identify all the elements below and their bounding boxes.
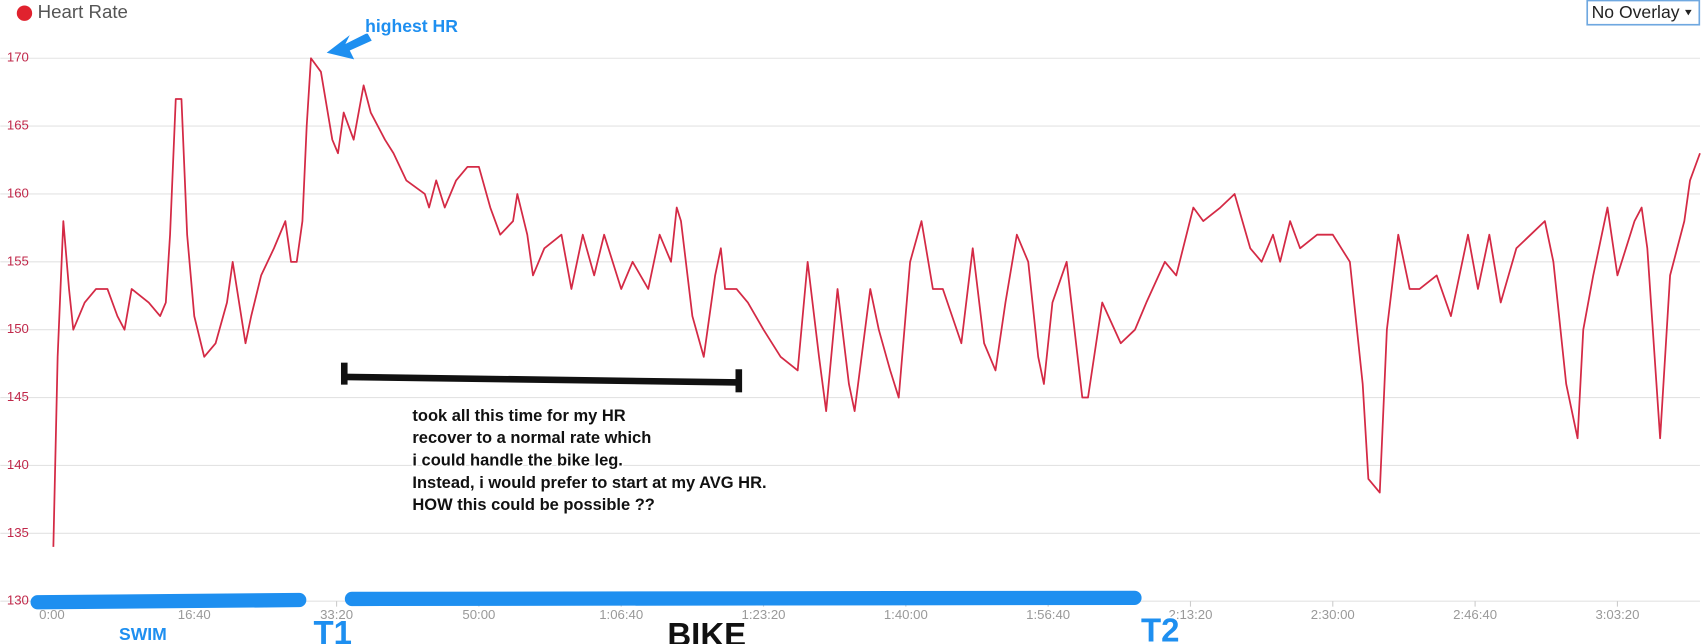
x-tick-label: 1:40:00 — [884, 607, 928, 622]
note-line: recover to a normal rate which — [412, 429, 651, 447]
arrow — [326, 32, 372, 60]
x-tick-label: 2:46:40 — [1453, 607, 1497, 622]
y-tick-label: 145 — [7, 389, 29, 404]
y-tick-label: 170 — [7, 50, 29, 65]
x-tick-label: 50:00 — [462, 607, 495, 622]
y-tick-label: 165 — [7, 118, 29, 133]
overlay-button[interactable] — [1586, 0, 1701, 26]
x-tick-label: 2:13:20 — [1169, 607, 1213, 622]
annotation: T1 — [314, 614, 352, 644]
x-tick-label: 0:00 — [39, 607, 65, 622]
y-tick-label: 160 — [7, 185, 29, 200]
segment-bar — [30, 592, 307, 610]
plot — [52, 57, 1701, 547]
y-tick-label: 140 — [7, 457, 29, 472]
segment-bar — [344, 590, 1142, 607]
y-tick-label: 155 — [7, 253, 29, 268]
note-line: i could handle the bike leg. — [412, 451, 622, 469]
y-tick-label: 130 — [7, 593, 29, 608]
y-tick-label: 150 — [7, 321, 29, 336]
annotation: T2 — [1141, 612, 1179, 644]
annotation: highest HR — [365, 16, 458, 36]
x-tick-label: 33:20 — [320, 607, 353, 622]
dropdown-caret — [1685, 9, 1692, 16]
annotation: SWIM — [119, 624, 167, 644]
y-tick-label: 135 — [7, 525, 29, 540]
grid: 130 135 140 145 150 155 160 165 170 0:00 16:40 33:2… — [0, 50, 1700, 622]
legend-label: Heart Rate — [38, 1, 128, 22]
x-tick-label: 1:56:40 — [1026, 607, 1070, 622]
note-line: Instead, i would prefer to start at my A… — [412, 474, 766, 492]
note-line: HOW this could be possible ?? — [412, 496, 654, 514]
note-line: took all this time for my HR — [412, 407, 625, 425]
overlay-label[interactable]: No Overlay — [1592, 2, 1680, 22]
annotation: BIKE — [667, 616, 746, 644]
legend-swatch — [16, 5, 33, 21]
line — [52, 57, 1701, 547]
note: took all this time for my HR recover to a… — [411, 405, 768, 516]
x-tick-label: 16:40 — [178, 607, 211, 622]
bracket — [344, 373, 739, 386]
x-tick-label: 3:03:20 — [1595, 607, 1639, 622]
x-tick-label: 2:30:00 — [1311, 607, 1355, 622]
x-tick-label: 1:23:20 — [742, 607, 786, 622]
x-tick-label: 1:06:40 — [599, 607, 643, 622]
